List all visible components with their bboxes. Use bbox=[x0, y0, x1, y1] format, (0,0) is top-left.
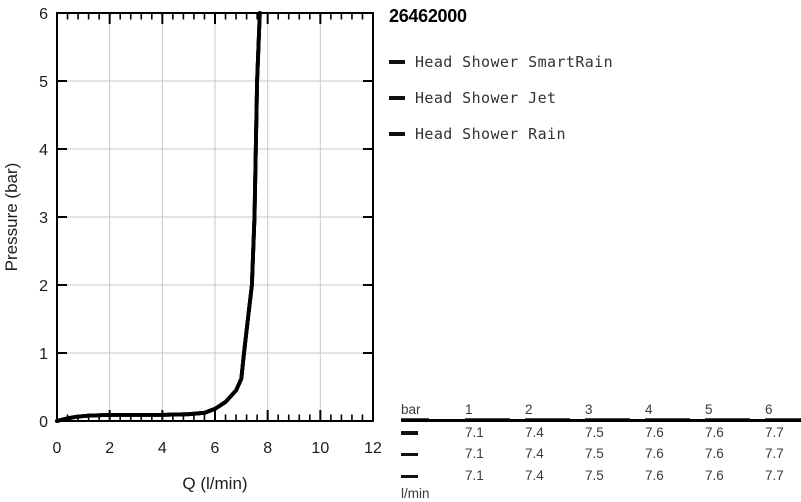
pressure-column-header: 1 bbox=[465, 402, 510, 419]
legend-item: Head Shower SmartRain bbox=[389, 52, 613, 72]
y-tick-labels: 0 1 2 3 4 5 6 bbox=[39, 6, 48, 431]
flow-value: 7.7 bbox=[765, 446, 784, 461]
flow-value: 7.1 bbox=[465, 424, 484, 440]
flow-value: 7.6 bbox=[705, 424, 724, 440]
x-axis-label: Q (l/min) bbox=[182, 474, 247, 493]
svg-text:6: 6 bbox=[39, 6, 48, 23]
series-line-swatch bbox=[401, 452, 418, 457]
flow-value: 7.4 bbox=[525, 446, 544, 461]
pressure-column-header: 2 bbox=[525, 402, 570, 419]
legend-item: Head Shower Rain bbox=[389, 124, 613, 144]
svg-text:8: 8 bbox=[263, 440, 272, 457]
chart-curves bbox=[55, 11, 262, 423]
legend-label: Head Shower SmartRain bbox=[415, 53, 614, 71]
flow-value: 7.6 bbox=[645, 468, 664, 483]
pressure-column-header: 3 bbox=[585, 402, 630, 419]
svg-text:4: 4 bbox=[39, 142, 48, 159]
svg-text:10: 10 bbox=[311, 440, 329, 457]
legend-label: Head Shower Rain bbox=[415, 125, 566, 143]
svg-text:12: 12 bbox=[364, 440, 382, 457]
table-header-row: bar 1 2 3 4 5 6 bbox=[401, 402, 801, 422]
svg-text:6: 6 bbox=[211, 440, 220, 457]
flow-value: 7.6 bbox=[645, 424, 664, 440]
flow-value: 7.6 bbox=[705, 446, 724, 461]
pressure-column-header: 6 bbox=[765, 402, 801, 419]
svg-text:2: 2 bbox=[105, 440, 114, 457]
legend-item: Head Shower Jet bbox=[389, 88, 613, 108]
flow-value: 7.7 bbox=[765, 424, 784, 440]
flow-value: 7.4 bbox=[525, 424, 544, 440]
series-line-swatch bbox=[401, 431, 418, 435]
flow-rate-table: bar 1 2 3 4 5 6 7.1 7.4 7.5 7.6 7.6 7.7 7.1 7.4 7.5 7.6… bbox=[401, 402, 801, 502]
svg-text:2: 2 bbox=[39, 278, 48, 295]
legend-line-swatch bbox=[389, 132, 405, 136]
x-tick-labels: 0 2 4 6 8 10 12 bbox=[53, 440, 382, 457]
flow-value: 7.6 bbox=[705, 468, 724, 483]
svg-text:0: 0 bbox=[39, 414, 48, 431]
unit-label: l/min bbox=[401, 485, 430, 501]
table-row: 7.1 7.4 7.5 7.6 7.6 7.7 bbox=[401, 465, 801, 487]
flow-value: 7.5 bbox=[585, 446, 604, 461]
y-axis-label: Pressure (bar) bbox=[2, 163, 21, 272]
svg-text:4: 4 bbox=[158, 440, 167, 457]
svg-text:5: 5 bbox=[39, 74, 48, 91]
flow-value: 7.5 bbox=[585, 424, 604, 440]
chart-legend: Head Shower SmartRain Head Shower Jet Head… bbox=[389, 52, 613, 160]
flow-value: 7.5 bbox=[585, 468, 604, 483]
product-number-title: 26462000 bbox=[389, 6, 467, 26]
flow-value: 7.6 bbox=[645, 446, 664, 461]
legend-label: Head Shower Jet bbox=[415, 89, 557, 107]
flow-value: 7.7 bbox=[765, 468, 784, 483]
svg-text:3: 3 bbox=[39, 210, 48, 227]
flow-value: 7.4 bbox=[525, 468, 544, 483]
plot-border bbox=[56, 12, 374, 422]
gridlines bbox=[57, 13, 373, 421]
flow-value: 7.1 bbox=[465, 468, 484, 483]
legend-line-swatch bbox=[389, 60, 405, 64]
svg-text:1: 1 bbox=[39, 346, 48, 363]
table-row: 7.1 7.4 7.5 7.6 7.6 7.7 bbox=[401, 443, 801, 465]
table-footer-row: l/min bbox=[401, 485, 801, 502]
flow-value: 7.1 bbox=[465, 446, 484, 461]
table-row: 7.1 7.4 7.5 7.6 7.6 7.7 bbox=[401, 421, 801, 443]
table-body: 7.1 7.4 7.5 7.6 7.6 7.7 7.1 7.4 7.5 7.6 7.6 7.7 7.1 7… bbox=[401, 421, 801, 487]
legend-line-swatch bbox=[389, 96, 405, 100]
series-line-swatch bbox=[401, 474, 418, 479]
pressure-column-header: 5 bbox=[705, 402, 750, 419]
svg-text:0: 0 bbox=[53, 440, 62, 457]
table-corner-label: bar bbox=[401, 402, 429, 419]
pressure-column-header: 4 bbox=[645, 402, 690, 419]
flow-rate-table-wrap: bar 1 2 3 4 5 6 7.1 7.4 7.5 7.6 7.6 7.7 7.1 7.4 7.5 7.6… bbox=[401, 402, 801, 502]
